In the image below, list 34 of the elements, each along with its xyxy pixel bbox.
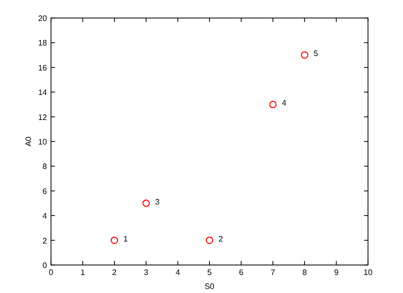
point bbox=[206, 236, 214, 244]
x-tick-label: 0 bbox=[48, 268, 54, 277]
annotation: 2 bbox=[218, 234, 224, 244]
x-tick-label: 10 bbox=[364, 268, 373, 277]
x-tick-label: 1 bbox=[80, 268, 86, 277]
point bbox=[269, 100, 277, 108]
y-tick-label: 2 bbox=[42, 236, 48, 246]
x-axis-title: S0 bbox=[204, 282, 215, 291]
x-tick-label: 6 bbox=[238, 268, 244, 277]
y-tick-label: 18 bbox=[38, 38, 48, 48]
y-tick-label: 16 bbox=[38, 63, 48, 72]
point bbox=[142, 200, 150, 207]
x-tick-label: 7 bbox=[270, 268, 276, 277]
x-tick-label: 9 bbox=[334, 268, 340, 277]
x-tick-label: 8 bbox=[302, 268, 308, 277]
annotation: 3 bbox=[155, 197, 160, 206]
y-tick-label: 4 bbox=[42, 212, 48, 221]
y-axis-title: A0 bbox=[24, 136, 33, 146]
y-tick-label: 0 bbox=[42, 261, 48, 270]
y-tick-label: 6 bbox=[42, 186, 48, 196]
annotation: 5 bbox=[314, 49, 319, 58]
x-tick-label: 4 bbox=[176, 268, 181, 277]
y-tick-label: 14 bbox=[38, 88, 48, 98]
annotation: 4 bbox=[282, 98, 287, 108]
x-tick-label: 5 bbox=[207, 268, 212, 277]
point bbox=[110, 236, 118, 244]
point bbox=[300, 51, 308, 59]
y-tick-label: 8 bbox=[42, 162, 48, 172]
y-tick-label: 12 bbox=[38, 112, 48, 122]
annotation: 1 bbox=[123, 234, 128, 244]
x-tick-label: 2 bbox=[112, 268, 118, 277]
y-tick-label: 10 bbox=[38, 138, 48, 146]
y-tick-label: 20 bbox=[38, 14, 48, 23]
x-tick-label: 3 bbox=[144, 268, 149, 277]
